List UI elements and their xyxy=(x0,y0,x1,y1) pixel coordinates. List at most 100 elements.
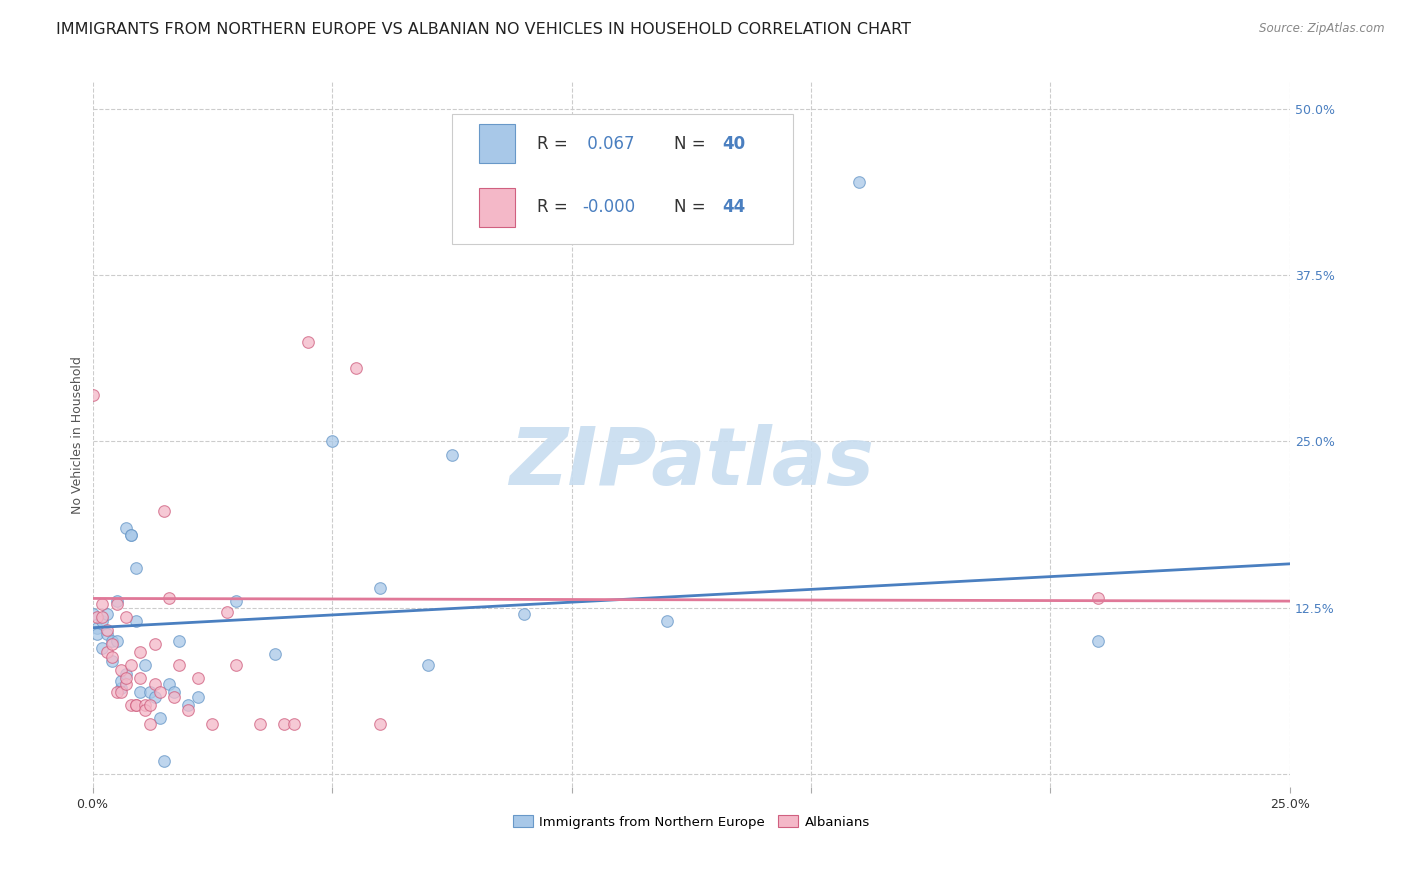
Point xyxy=(115,676,138,690)
Point xyxy=(167,658,190,673)
Point xyxy=(110,681,132,695)
Point xyxy=(115,610,138,624)
Point xyxy=(149,711,172,725)
Point xyxy=(416,658,439,673)
Point xyxy=(283,716,305,731)
Point xyxy=(91,610,114,624)
Point xyxy=(100,650,122,665)
Point xyxy=(96,607,118,622)
Point xyxy=(105,597,128,611)
Point xyxy=(143,676,166,690)
Point xyxy=(120,698,142,712)
Point xyxy=(225,594,247,608)
Point xyxy=(249,716,271,731)
Text: ZIPatlas: ZIPatlas xyxy=(509,424,873,502)
Point xyxy=(153,503,176,517)
Point xyxy=(297,334,319,349)
Point xyxy=(124,561,146,575)
Point xyxy=(139,716,162,731)
Point xyxy=(86,610,108,624)
Point xyxy=(153,754,176,768)
Point xyxy=(86,621,108,635)
Point xyxy=(124,614,146,628)
Point xyxy=(149,684,172,698)
Point xyxy=(91,640,114,655)
Point xyxy=(96,627,118,641)
Point xyxy=(105,684,128,698)
Point xyxy=(91,597,114,611)
Point xyxy=(134,658,156,673)
Point xyxy=(100,634,122,648)
Point xyxy=(143,637,166,651)
Point xyxy=(163,684,186,698)
Point xyxy=(91,614,114,628)
Point xyxy=(1087,591,1109,606)
Point xyxy=(100,637,122,651)
Text: -0.000: -0.000 xyxy=(582,198,636,216)
Point xyxy=(368,716,391,731)
Point xyxy=(134,698,156,712)
Point xyxy=(157,676,180,690)
Legend: Immigrants from Northern Europe, Albanians: Immigrants from Northern Europe, Albania… xyxy=(508,810,875,834)
Point xyxy=(82,607,104,622)
Point xyxy=(139,684,162,698)
Point xyxy=(124,698,146,712)
Point xyxy=(110,663,132,677)
Point xyxy=(163,690,186,704)
Point xyxy=(105,634,128,648)
Point xyxy=(86,627,108,641)
Point xyxy=(657,614,679,628)
Point xyxy=(120,658,142,673)
FancyBboxPatch shape xyxy=(479,187,515,227)
Point xyxy=(157,591,180,606)
Point xyxy=(100,654,122,668)
Text: 0.067: 0.067 xyxy=(582,135,634,153)
Point xyxy=(273,716,295,731)
Point xyxy=(344,361,367,376)
Point xyxy=(167,634,190,648)
Point xyxy=(124,698,146,712)
Point xyxy=(187,690,209,704)
Point xyxy=(177,703,200,717)
Point xyxy=(129,645,152,659)
Text: N =: N = xyxy=(675,135,711,153)
Point xyxy=(96,624,118,638)
Point xyxy=(82,388,104,402)
Point xyxy=(110,684,132,698)
FancyBboxPatch shape xyxy=(479,124,515,163)
Text: N =: N = xyxy=(675,198,711,216)
Point xyxy=(115,667,138,681)
Point xyxy=(110,673,132,688)
Point xyxy=(263,648,285,662)
Point xyxy=(368,581,391,595)
Text: 40: 40 xyxy=(723,135,745,153)
Point xyxy=(177,698,200,712)
Y-axis label: No Vehicles in Household: No Vehicles in Household xyxy=(72,356,84,514)
Point xyxy=(187,671,209,685)
Text: Source: ZipAtlas.com: Source: ZipAtlas.com xyxy=(1260,22,1385,36)
Point xyxy=(105,594,128,608)
Text: IMMIGRANTS FROM NORTHERN EUROPE VS ALBANIAN NO VEHICLES IN HOUSEHOLD CORRELATION: IMMIGRANTS FROM NORTHERN EUROPE VS ALBAN… xyxy=(56,22,911,37)
Text: R =: R = xyxy=(537,135,572,153)
FancyBboxPatch shape xyxy=(451,113,793,244)
Point xyxy=(201,716,224,731)
Point xyxy=(1087,634,1109,648)
Text: 44: 44 xyxy=(723,198,745,216)
Point xyxy=(848,175,870,189)
Point xyxy=(129,684,152,698)
Point xyxy=(321,434,343,449)
Point xyxy=(225,658,247,673)
Point xyxy=(143,690,166,704)
Point xyxy=(120,527,142,541)
Text: R =: R = xyxy=(537,198,572,216)
Point xyxy=(215,605,238,619)
Point xyxy=(440,448,463,462)
Point xyxy=(96,645,118,659)
Point xyxy=(115,521,138,535)
Point xyxy=(115,671,138,685)
Point xyxy=(134,703,156,717)
Point xyxy=(139,698,162,712)
Point xyxy=(512,607,534,622)
Point xyxy=(129,671,152,685)
Point xyxy=(120,527,142,541)
